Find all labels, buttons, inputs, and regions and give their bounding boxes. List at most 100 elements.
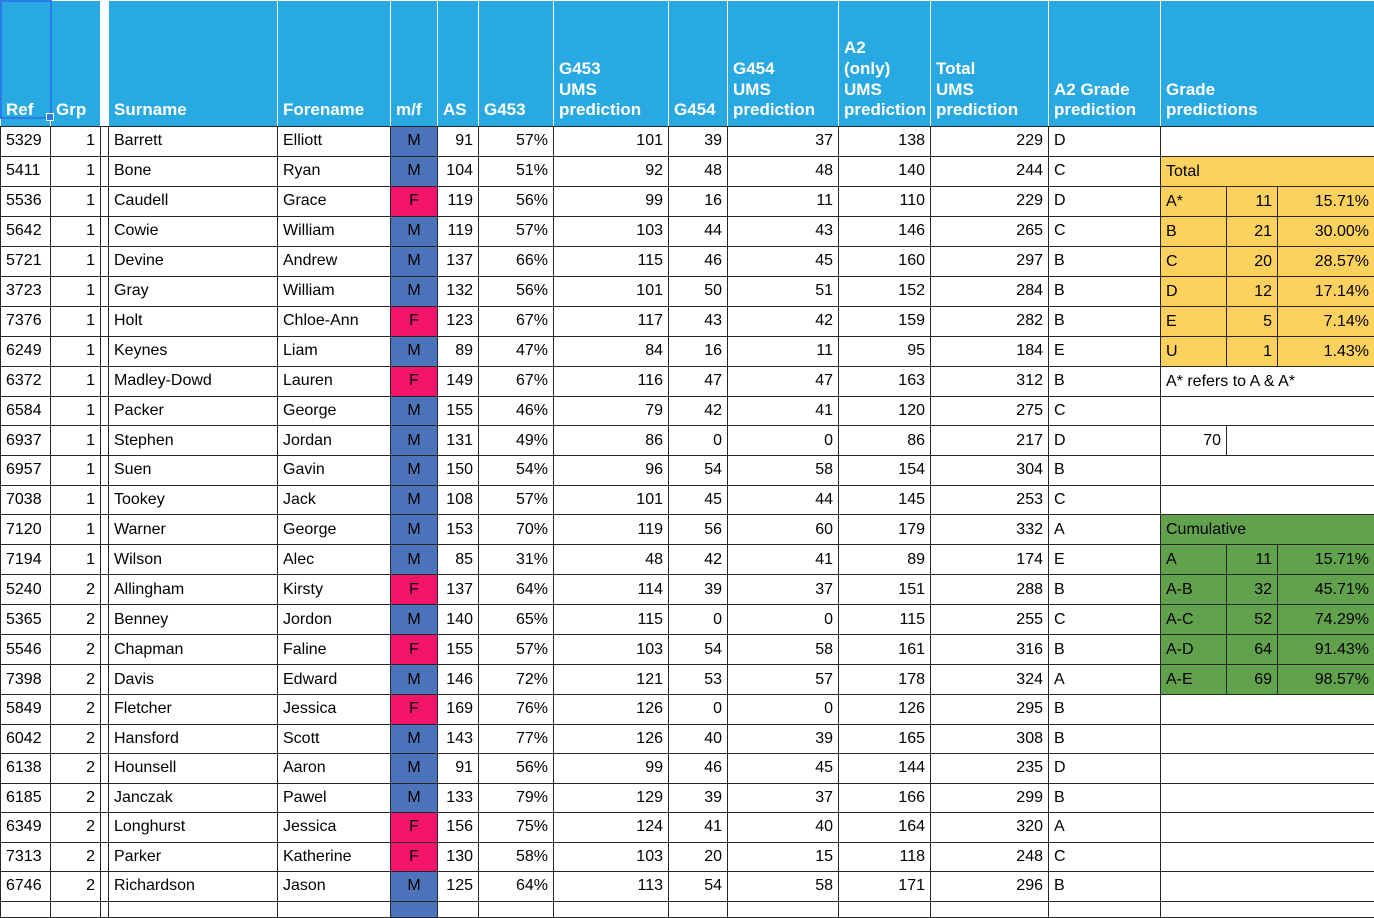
cell-ref[interactable]: 5411 xyxy=(1,156,51,186)
cell-surname[interactable]: Keynes xyxy=(109,336,278,366)
spacer-cell[interactable] xyxy=(101,156,109,186)
empty-cell[interactable] xyxy=(51,901,101,917)
cell-as[interactable]: 130 xyxy=(438,842,479,872)
spacer-cell[interactable] xyxy=(101,695,109,725)
cell-g454_ums_prediction[interactable]: 0 xyxy=(728,426,839,456)
cell-a2_grade_prediction[interactable]: B xyxy=(1049,246,1161,276)
cell-forename[interactable]: Jason xyxy=(278,872,391,902)
cell-g454[interactable]: 20 xyxy=(669,842,728,872)
cell-g454_ums_prediction[interactable]: 37 xyxy=(728,127,839,157)
cell-g453_pct[interactable]: 77% xyxy=(479,724,554,754)
cell-total_ums_prediction[interactable]: 308 xyxy=(931,724,1049,754)
cell-a2_only_ums_prediction[interactable]: 152 xyxy=(839,276,931,306)
cell-g454_ums_prediction[interactable]: 58 xyxy=(728,635,839,665)
cell-mf[interactable]: M xyxy=(391,246,438,276)
cell-surname[interactable]: Gray xyxy=(109,276,278,306)
cell-surname[interactable]: Benney xyxy=(109,605,278,635)
cell-surname[interactable]: Holt xyxy=(109,306,278,336)
cell-g453_ums_prediction[interactable]: 101 xyxy=(554,276,669,306)
cell-a2_only_ums_prediction[interactable]: 166 xyxy=(839,783,931,813)
cell-a2_grade_prediction[interactable]: C xyxy=(1049,156,1161,186)
cell-as[interactable]: 119 xyxy=(438,216,479,246)
spacer-column-header[interactable] xyxy=(101,1,109,127)
cell-a2_only_ums_prediction[interactable]: 160 xyxy=(839,246,931,276)
cell-g454[interactable]: 44 xyxy=(669,216,728,246)
cell-g454_ums_prediction[interactable]: 15 xyxy=(728,842,839,872)
cell-ref[interactable]: 7398 xyxy=(1,665,51,695)
cell-mf[interactable]: M xyxy=(391,276,438,306)
cell-a2_grade_prediction[interactable]: E xyxy=(1049,336,1161,366)
cell-g454[interactable]: 41 xyxy=(669,813,728,843)
column-header-a2grade[interactable]: A2 Grade prediction xyxy=(1049,1,1161,127)
cell-a2_grade_prediction[interactable]: B xyxy=(1049,783,1161,813)
cell-forename[interactable]: Edward xyxy=(278,665,391,695)
cell-g453_pct[interactable]: 64% xyxy=(479,575,554,605)
cell-a2_grade_prediction[interactable]: B xyxy=(1049,575,1161,605)
cell-ref[interactable]: 7194 xyxy=(1,545,51,575)
cell-total_ums_prediction[interactable]: 320 xyxy=(931,813,1049,843)
cell-surname[interactable]: Longhurst xyxy=(109,813,278,843)
cell-as[interactable]: 131 xyxy=(438,426,479,456)
spacer-cell[interactable] xyxy=(101,366,109,396)
cell-forename[interactable]: Ryan xyxy=(278,156,391,186)
cell-forename[interactable]: Chloe-Ann xyxy=(278,306,391,336)
cell-forename[interactable]: Jessica xyxy=(278,813,391,843)
cell-g453_ums_prediction[interactable]: 96 xyxy=(554,456,669,486)
cell-forename[interactable]: Jack xyxy=(278,485,391,515)
cell-g453_ums_prediction[interactable]: 126 xyxy=(554,695,669,725)
cell-ref[interactable]: 7038 xyxy=(1,485,51,515)
cell-a2_only_ums_prediction[interactable]: 126 xyxy=(839,695,931,725)
cell-mf[interactable]: M xyxy=(391,336,438,366)
spacer-cell[interactable] xyxy=(101,783,109,813)
spacer-cell[interactable] xyxy=(101,246,109,276)
cell-total_ums_prediction[interactable]: 304 xyxy=(931,456,1049,486)
cell-as[interactable]: 155 xyxy=(438,635,479,665)
cell-ref[interactable]: 5329 xyxy=(1,127,51,157)
cell-surname[interactable]: Caudell xyxy=(109,186,278,216)
cell-surname[interactable]: Hansford xyxy=(109,724,278,754)
cell-grade-predictions-empty[interactable] xyxy=(1161,485,1374,515)
spacer-cell[interactable] xyxy=(101,276,109,306)
cell-grp[interactable]: 1 xyxy=(51,186,101,216)
cell-g453_ums_prediction[interactable]: 103 xyxy=(554,635,669,665)
cell-g454[interactable]: 45 xyxy=(669,485,728,515)
column-header-as[interactable]: AS xyxy=(438,1,479,127)
spacer-cell[interactable] xyxy=(101,186,109,216)
cell-a2_grade_prediction[interactable]: E xyxy=(1049,545,1161,575)
cell-a2_only_ums_prediction[interactable]: 171 xyxy=(839,872,931,902)
cell-surname[interactable]: Devine xyxy=(109,246,278,276)
cell-ref[interactable]: 6349 xyxy=(1,813,51,843)
cell-a2_only_ums_prediction[interactable]: 86 xyxy=(839,426,931,456)
cell-as[interactable]: 91 xyxy=(438,127,479,157)
cell-g454_ums_prediction[interactable]: 43 xyxy=(728,216,839,246)
cell-as[interactable]: 140 xyxy=(438,605,479,635)
cell-a2_only_ums_prediction[interactable]: 138 xyxy=(839,127,931,157)
cell-grade-predictions-empty[interactable] xyxy=(1161,396,1374,426)
cell-as[interactable]: 155 xyxy=(438,396,479,426)
cell-g454[interactable]: 56 xyxy=(669,515,728,545)
empty-cell[interactable] xyxy=(728,901,839,917)
cell-g454_ums_prediction[interactable]: 0 xyxy=(728,605,839,635)
empty-cell[interactable] xyxy=(669,901,728,917)
cell-g454[interactable]: 0 xyxy=(669,695,728,725)
cell-as[interactable]: 153 xyxy=(438,515,479,545)
cell-grp[interactable]: 1 xyxy=(51,276,101,306)
empty-cell[interactable] xyxy=(1161,901,1374,917)
cell-grp[interactable]: 2 xyxy=(51,813,101,843)
cell-grp[interactable]: 2 xyxy=(51,754,101,784)
cell-g454_ums_prediction[interactable]: 0 xyxy=(728,695,839,725)
spacer-cell[interactable] xyxy=(101,426,109,456)
cell-g454_ums_prediction[interactable]: 48 xyxy=(728,156,839,186)
cell-g453_ums_prediction[interactable]: 48 xyxy=(554,545,669,575)
cell-grp[interactable]: 2 xyxy=(51,635,101,665)
cell-forename[interactable]: Grace xyxy=(278,186,391,216)
cell-total_ums_prediction[interactable]: 253 xyxy=(931,485,1049,515)
cell-total_ums_prediction[interactable]: 282 xyxy=(931,306,1049,336)
cell-a2_grade_prediction[interactable]: B xyxy=(1049,872,1161,902)
cell-grp[interactable]: 2 xyxy=(51,842,101,872)
cell-a2_only_ums_prediction[interactable]: 115 xyxy=(839,605,931,635)
cell-a2_grade_prediction[interactable]: B xyxy=(1049,695,1161,725)
cell-a2_grade_prediction[interactable]: A xyxy=(1049,813,1161,843)
cell-grp[interactable]: 1 xyxy=(51,456,101,486)
